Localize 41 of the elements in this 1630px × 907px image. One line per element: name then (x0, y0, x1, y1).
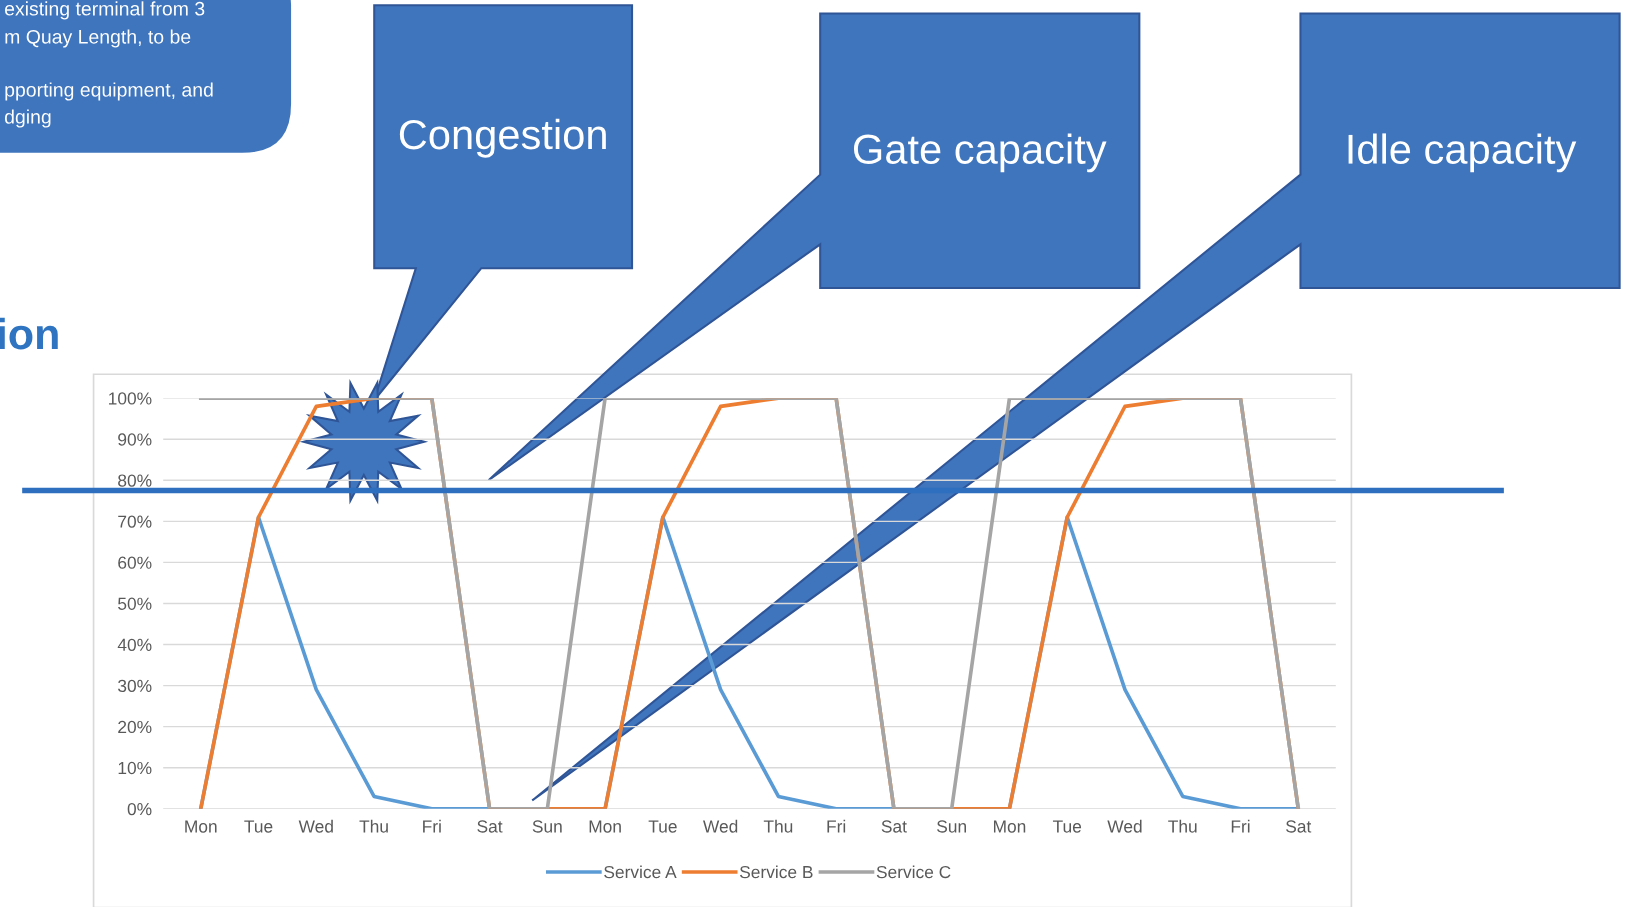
y-tick-label: 60% (118, 556, 152, 569)
text: Congestion (399, 118, 606, 158)
y-tick-label: 70% (118, 515, 152, 528)
x-tick-label: Sun (937, 820, 966, 833)
x-tick-label: Thu (1168, 819, 1197, 833)
text: existing terminal from 3 (4, 1, 205, 20)
x-tick-label: Thu (763, 819, 793, 833)
text: m Quay Length, to be (5, 29, 191, 48)
y-tick-label: 20% (118, 720, 152, 734)
y-tick-label: 10% (118, 761, 152, 775)
y-tick-label: 80% (118, 474, 152, 487)
text: dging (4, 109, 51, 128)
y-tick-label: 50% (118, 597, 152, 610)
legend-label: Service C (876, 865, 951, 879)
x-tick-label: Sat (1286, 820, 1312, 833)
text: pporting equipment, and (5, 82, 213, 101)
x-tick-label: Mon (185, 820, 217, 833)
x-tick-label: Fri (423, 819, 441, 833)
x-tick-label: Wed (1107, 819, 1142, 833)
y-tick-label: 90% (118, 433, 152, 446)
x-tick-label: Fri (1231, 819, 1250, 833)
x-tick-label: Mon (993, 820, 1026, 833)
y-tick-label: 30% (118, 679, 152, 693)
y-tick-label: 100% (109, 392, 152, 405)
x-tick-label: Tue (244, 820, 273, 833)
y-tick-label: 0% (127, 802, 152, 816)
x-tick-label: Tue (1052, 820, 1082, 833)
x-tick-label: Sat (477, 820, 503, 833)
x-tick-label: Sat (881, 820, 907, 833)
text: Idle capacity (1348, 133, 1577, 173)
x-tick-label: Mon (589, 820, 621, 833)
x-tick-label: Fri (827, 819, 846, 833)
legend-label: Service A (604, 865, 677, 879)
x-tick-label: Thu (359, 819, 388, 833)
x-tick-label: Sun (532, 820, 562, 833)
y-tick-label: 40% (117, 638, 152, 651)
text: Gate capacity (853, 133, 1107, 173)
legend-label: Service B (739, 865, 813, 879)
x-tick-label: Wed (703, 819, 738, 833)
x-tick-label: Tue (648, 820, 677, 833)
x-tick-label: Wed (298, 819, 333, 833)
